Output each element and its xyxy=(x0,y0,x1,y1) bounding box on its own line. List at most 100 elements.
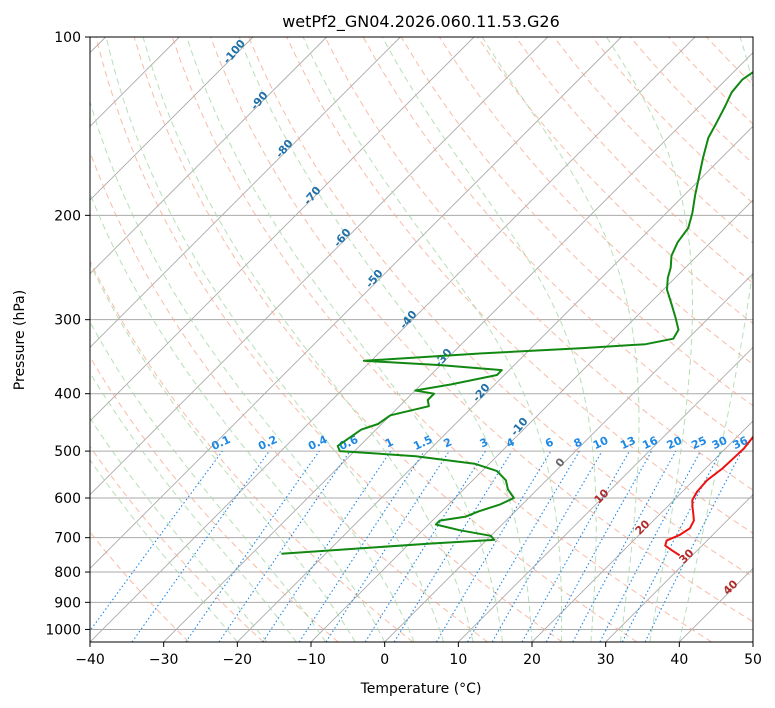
isotherm xyxy=(310,199,753,642)
mixing-ratio-label: 0.2 xyxy=(256,433,279,453)
y-tick-label: 200 xyxy=(54,208,81,224)
mixing-ratio-label: 0.4 xyxy=(306,433,329,453)
mixing-ratio-line xyxy=(90,450,223,632)
moist-adiabat-label: 0 xyxy=(553,455,568,469)
y-tick-label: 600 xyxy=(54,491,81,507)
moist-adiabat xyxy=(90,192,386,642)
mixing-ratio-label: 8 xyxy=(572,435,584,450)
moist-adiabat-label: -40 xyxy=(397,308,420,332)
moist-adiabat xyxy=(90,99,415,642)
y-tick-label: 100 xyxy=(54,30,81,46)
moist-adiabat xyxy=(302,37,563,642)
dry-adiabat-label: 20 xyxy=(633,517,653,537)
mixing-ratio-line xyxy=(644,450,743,642)
isotherm xyxy=(679,567,753,642)
isotherm xyxy=(90,37,475,422)
mixing-ratio-line xyxy=(131,450,270,642)
moist-adiabat xyxy=(678,37,753,642)
dry-adiabat xyxy=(133,37,638,642)
moist-adiabat xyxy=(90,321,327,642)
isotherm xyxy=(90,37,401,348)
dry-adiabat xyxy=(90,445,264,642)
mixing-ratio-label: 16 xyxy=(640,434,660,452)
temperature-line xyxy=(664,435,753,557)
y-tick-label: 800 xyxy=(54,565,81,581)
dry-adiabat xyxy=(286,37,753,534)
mixing-ratio-label: 13 xyxy=(618,434,637,452)
moist-adiabat xyxy=(105,37,445,642)
moist-adiabat xyxy=(90,417,268,642)
x-tick-label: −40 xyxy=(75,652,105,668)
x-tick-label: 40 xyxy=(670,652,688,668)
mixing-ratio-label: 10 xyxy=(591,434,611,452)
chart-title: wetPf2_GN04.2026.060.11.53.G26 xyxy=(282,12,560,32)
x-tick-label: 20 xyxy=(523,652,541,668)
y-tick-label: 1000 xyxy=(45,622,81,638)
x-tick-label: −20 xyxy=(223,652,253,668)
mixing-ratio-label: 30 xyxy=(710,434,730,452)
mixing-ratio-line xyxy=(325,450,450,642)
background-lines: 0.1 0.2 0.4 0.6 1 1.5 2 3 4 6 8 10 13 16 20 25 30 36-100-… xyxy=(90,37,753,642)
y-axis-label: Pressure (hPa) xyxy=(12,290,28,390)
dry-adiabat xyxy=(324,37,753,491)
y-tick-label: 300 xyxy=(54,313,81,329)
moist-adiabat xyxy=(90,262,356,642)
dry-adiabat xyxy=(90,150,488,642)
y-tick-label: 400 xyxy=(54,387,81,403)
isotherm xyxy=(531,420,753,642)
moist-adiabat xyxy=(606,37,693,642)
mixing-ratio-line xyxy=(599,450,701,642)
y-tick-label: 700 xyxy=(54,531,81,547)
mixing-ratio-line xyxy=(393,450,513,642)
mixing-ratio-line xyxy=(218,450,351,642)
mixing-ratio-label: 25 xyxy=(689,434,708,452)
moist-adiabat-label: -70 xyxy=(301,184,324,208)
sounding-traces xyxy=(281,70,753,557)
isotherm xyxy=(90,37,254,201)
dry-adiabat xyxy=(515,37,753,284)
isotherm xyxy=(458,346,753,642)
mixing-ratio-label: 1.5 xyxy=(411,433,434,453)
isotherm xyxy=(90,37,696,642)
dry-adiabat-label: 30 xyxy=(677,546,697,566)
axes: −40 −30 −20 −10 0 10 20 30 40 5010009008007006005… xyxy=(45,30,762,668)
moist-adiabat-label: -60 xyxy=(331,226,354,250)
isotherm xyxy=(90,37,327,275)
mixing-ratio-label: 1 xyxy=(383,435,395,450)
dry-adiabat xyxy=(248,37,753,578)
isotherm xyxy=(90,37,548,496)
x-tick-label: 50 xyxy=(744,652,762,668)
moist-adiabat-label: -10 xyxy=(508,415,531,439)
moist-adiabat-label: -100 xyxy=(220,37,248,67)
dry-adiabat xyxy=(90,531,190,642)
isotherm xyxy=(163,52,753,642)
mixing-ratio-line xyxy=(262,450,392,642)
y-tick-label: 900 xyxy=(54,595,81,611)
moist-adiabat xyxy=(381,37,597,642)
mixing-ratio-line xyxy=(185,450,320,642)
moist-adiabat xyxy=(90,371,297,642)
mixing-ratio-label: 0.1 xyxy=(209,433,232,453)
moist-adiabat-label: -50 xyxy=(363,267,386,291)
moist-adiabat-label: -80 xyxy=(273,137,296,161)
dry-adiabat xyxy=(171,37,712,642)
isotherm xyxy=(237,125,753,642)
mixing-ratio-line xyxy=(545,450,653,642)
isotherm xyxy=(605,494,753,642)
moist-adiabat xyxy=(142,37,474,642)
moist-adiabat xyxy=(481,37,640,642)
mixing-ratio-label: 3 xyxy=(478,435,490,450)
dry-adiabat xyxy=(95,37,563,642)
plot-frame xyxy=(89,36,754,643)
x-tick-label: −30 xyxy=(149,652,179,668)
moist-adiabat-label: -90 xyxy=(248,89,271,113)
isotherm xyxy=(90,37,622,569)
mixing-ratio-label: 6 xyxy=(543,435,556,450)
mixing-ratio-line xyxy=(572,450,677,642)
x-tick-label: 10 xyxy=(449,652,467,668)
x-tick-label: 30 xyxy=(597,652,615,668)
dewpoint-line xyxy=(281,70,753,555)
isotherm xyxy=(752,641,753,642)
x-tick-label: −10 xyxy=(296,652,326,668)
